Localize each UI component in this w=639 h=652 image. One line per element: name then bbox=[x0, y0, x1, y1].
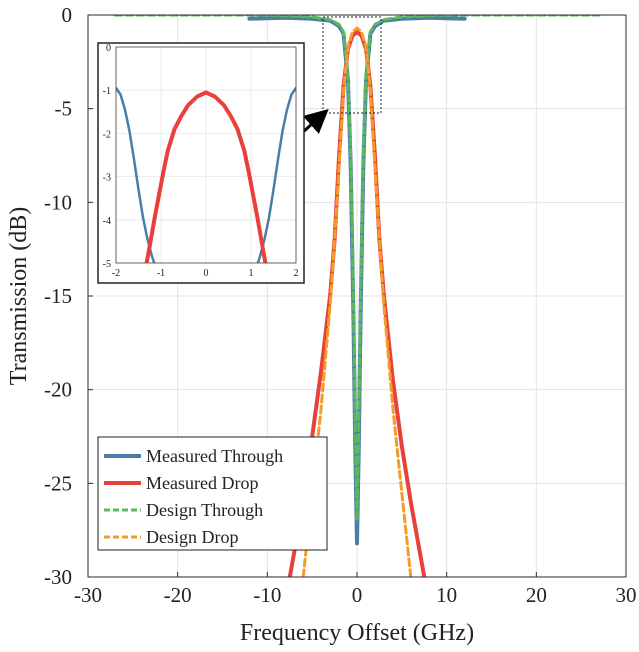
y-tick-label: -10 bbox=[44, 190, 72, 214]
x-tick-label: 10 bbox=[436, 583, 457, 607]
inset-y-tick-label: -4 bbox=[103, 216, 111, 227]
legend-label-design-through: Design Through bbox=[146, 500, 263, 520]
x-tick-label: -20 bbox=[164, 583, 192, 607]
series-line-measured-drop bbox=[287, 29, 427, 577]
inset-y-tick-label: -1 bbox=[103, 86, 111, 97]
inset-frame bbox=[115, 46, 297, 264]
legend: Measured Through Measured Drop Design Th… bbox=[97, 436, 328, 551]
inset-series-layer bbox=[116, 86, 296, 263]
x-tick-label: 0 bbox=[352, 583, 363, 607]
inset-x-tick-label: 2 bbox=[294, 268, 299, 279]
inset-y-tick-label: 0 bbox=[106, 43, 111, 54]
inset-y-tick-label: -2 bbox=[103, 129, 111, 140]
y-tick-label: -15 bbox=[44, 284, 72, 308]
series-line-design-drop bbox=[301, 26, 413, 577]
series-line-design-through bbox=[113, 15, 601, 523]
legend-label-measured-through: Measured Through bbox=[146, 446, 283, 466]
y-tick-label: -30 bbox=[44, 565, 72, 589]
inset-x-tick-label: -1 bbox=[157, 268, 165, 279]
x-tick-label: 20 bbox=[526, 583, 547, 607]
inset-y-tick-label: -5 bbox=[103, 259, 111, 270]
inset-y-tick-label: -3 bbox=[103, 173, 111, 184]
zoom-arrow bbox=[301, 108, 329, 134]
x-tick-label: -30 bbox=[74, 583, 102, 607]
legend-label-design-drop: Design Drop bbox=[146, 527, 239, 547]
x-tick-label: -10 bbox=[253, 583, 281, 607]
y-tick-label: 0 bbox=[62, 3, 73, 27]
series-layer bbox=[113, 15, 601, 577]
axis-ticks: -30 -20 -10 0 10 20 300-5-10-15-20-25-30 bbox=[44, 3, 637, 607]
y-tick-label: -5 bbox=[55, 97, 73, 121]
inset-x-tick-label: -2 bbox=[112, 268, 120, 279]
legend-label-measured-drop: Measured Drop bbox=[146, 473, 258, 493]
inset-x-tick-label: 0 bbox=[204, 268, 209, 279]
inset-x-tick-label: 1 bbox=[249, 268, 254, 279]
inset-panel bbox=[97, 42, 305, 284]
inset-ticks: -2 -1 0 1 2 0 -1 -2 -3 -4 -5 bbox=[103, 43, 299, 279]
y-tick-label: -25 bbox=[44, 471, 72, 495]
y-axis-title: Transmission (dB) bbox=[6, 207, 32, 385]
y-tick-label: -20 bbox=[44, 378, 72, 402]
x-axis-title: Frequency Offset (GHz) bbox=[240, 620, 474, 646]
x-tick-label: 30 bbox=[616, 583, 637, 607]
zoom-region-box bbox=[322, 16, 382, 114]
inset-series-line-measured-drop bbox=[144, 90, 268, 263]
